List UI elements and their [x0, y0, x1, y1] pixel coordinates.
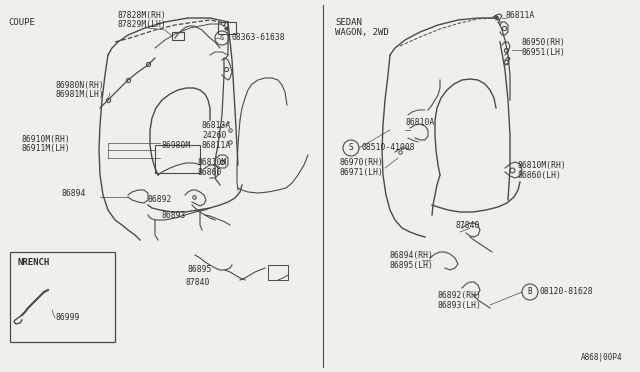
Text: 86892(RH): 86892(RH): [438, 291, 482, 300]
Text: 86860: 86860: [198, 168, 222, 177]
Text: 86810A: 86810A: [405, 118, 435, 127]
Text: 86810M: 86810M: [198, 158, 227, 167]
Text: 08510-41008: 08510-41008: [361, 144, 415, 153]
Text: 86980N(RH): 86980N(RH): [55, 81, 104, 90]
Text: 86810M(RH): 86810M(RH): [518, 161, 567, 170]
Text: NRENCH: NRENCH: [18, 258, 51, 267]
Text: S: S: [349, 144, 353, 153]
Text: 87828M(RH): 87828M(RH): [118, 11, 167, 20]
Text: 87829M(LH): 87829M(LH): [118, 20, 167, 29]
Text: 86951(LH): 86951(LH): [522, 48, 566, 57]
Text: 86895(LH): 86895(LH): [390, 261, 434, 270]
Text: A868|00P4: A868|00P4: [580, 353, 622, 362]
Text: 86894(RH): 86894(RH): [390, 251, 434, 260]
Bar: [10, 252, 115, 342]
Text: 86893: 86893: [162, 211, 186, 220]
Text: 86894: 86894: [62, 189, 86, 198]
Text: 86980M: 86980M: [162, 141, 191, 150]
Text: B: B: [528, 288, 532, 296]
Text: 86892: 86892: [148, 195, 172, 204]
Text: 86950(RH): 86950(RH): [522, 38, 566, 47]
Text: 86813A: 86813A: [202, 121, 231, 130]
Text: 08120-81628: 08120-81628: [540, 288, 594, 296]
Text: 86860(LH): 86860(LH): [518, 171, 562, 180]
Text: 86911M(LH): 86911M(LH): [22, 144, 71, 153]
Text: S: S: [220, 35, 224, 41]
Text: 87840: 87840: [185, 278, 209, 287]
Bar: [218, 22, 236, 34]
Text: 86895: 86895: [188, 265, 212, 274]
Bar: [172, 32, 184, 40]
Text: WAGON, 2WD: WAGON, 2WD: [335, 28, 388, 37]
Text: 24260: 24260: [202, 131, 227, 140]
Text: 86910M(RH): 86910M(RH): [22, 135, 71, 144]
Text: 86970(RH): 86970(RH): [340, 158, 384, 167]
Bar: [268, 265, 288, 280]
Text: 86811A: 86811A: [202, 141, 231, 150]
Text: 87840: 87840: [455, 221, 479, 230]
Text: COUPE: COUPE: [8, 18, 35, 27]
Text: 86811A: 86811A: [506, 11, 535, 20]
Text: SEDAN: SEDAN: [335, 18, 362, 27]
Text: 86981M(LH): 86981M(LH): [55, 90, 104, 99]
Text: 08363-61638: 08363-61638: [231, 33, 285, 42]
Bar: [155, 145, 200, 173]
Text: 86999: 86999: [55, 314, 79, 323]
Text: 86893(LH): 86893(LH): [438, 301, 482, 310]
Text: 86971(LH): 86971(LH): [340, 168, 384, 177]
